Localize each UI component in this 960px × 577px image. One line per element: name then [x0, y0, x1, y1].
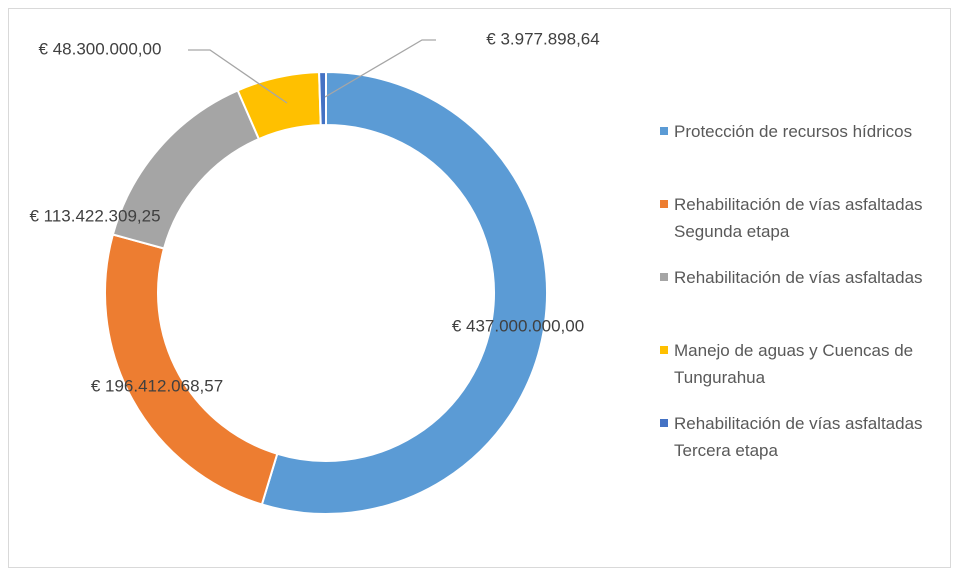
legend-label: Protección de recursos hídricos [674, 122, 913, 141]
legend-swatch [660, 273, 668, 281]
legend-swatch [660, 127, 668, 135]
legend-item: Protección de recursos hídricos [660, 118, 940, 191]
donut-slice [260, 70, 548, 515]
data-label: € 48.300.000,00 [39, 39, 162, 58]
data-label: € 113.422.309,25 [29, 206, 160, 225]
legend-swatch [660, 200, 668, 208]
data-label: € 3.977.898,64 [486, 29, 599, 48]
legend-label: Rehabilitación de vías asfaltadas Segund… [674, 195, 923, 241]
legend-label: Rehabilitación de vías asfaltadas [674, 268, 923, 287]
leader-line [188, 49, 288, 104]
legend-item: Rehabilitación de vías asfaltadas Tercer… [660, 410, 940, 483]
chart-border [8, 8, 951, 568]
data-label: € 196.412.068,57 [91, 376, 223, 395]
legend-swatch [660, 419, 668, 427]
legend: Protección de recursos hídricos Rehabilit… [660, 118, 940, 483]
data-label: € 437.000.000,00 [452, 316, 584, 335]
legend-item: Manejo de aguas y Cuencas de Tungurahua [660, 337, 940, 410]
legend-swatch [660, 346, 668, 354]
leader-line [324, 39, 436, 98]
legend-label: Rehabilitación de vías asfaltadas Tercer… [674, 414, 923, 460]
legend-item: Rehabilitación de vías asfaltadas [660, 264, 940, 337]
legend-label: Manejo de aguas y Cuencas de Tungurahua [674, 341, 914, 387]
donut-slice [318, 70, 327, 127]
legend-item: Rehabilitación de vías asfaltadas Segund… [660, 191, 940, 264]
